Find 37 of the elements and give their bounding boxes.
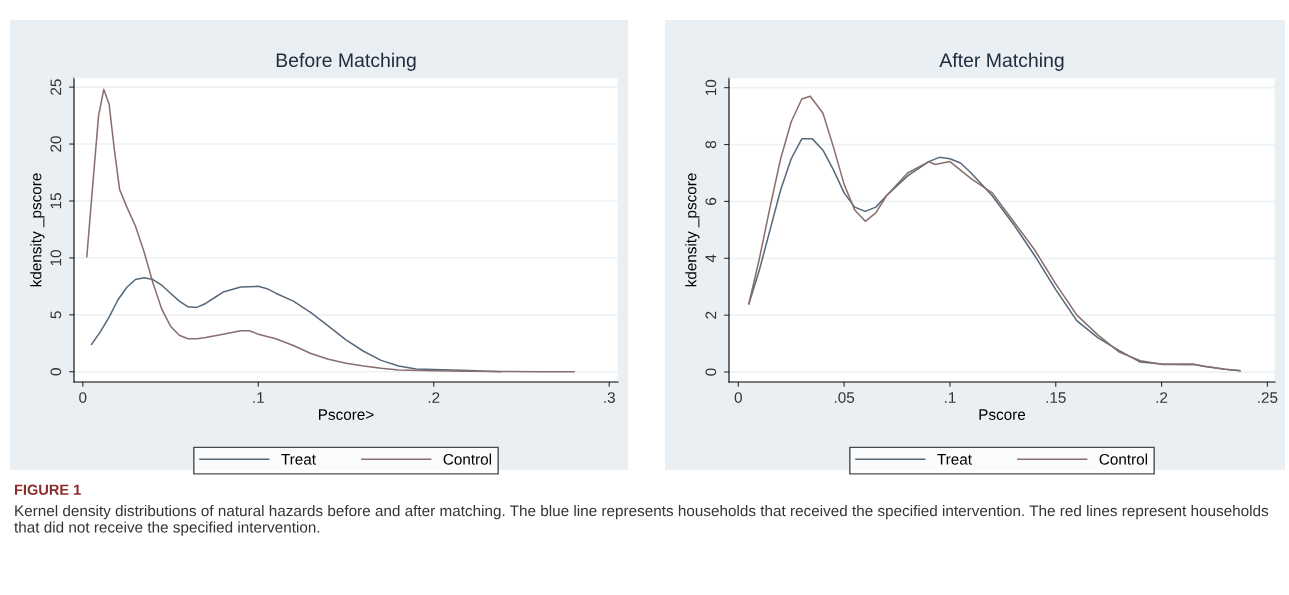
y-tick-label: 6 — [705, 197, 717, 205]
y-tick-label: 5 — [50, 311, 62, 319]
y-tick-label: 10 — [705, 79, 717, 95]
x-tick-label: .2 — [428, 392, 440, 403]
line-series — [90, 277, 502, 373]
x-tick-label: .3 — [604, 392, 615, 403]
chart-title: Before Matching — [276, 52, 416, 71]
legend-label: Treat — [281, 454, 316, 465]
caption: FIGURE 1 — [14, 484, 81, 495]
text: Kernel density distributions of natural hazards before and after matching. The blue line represents households that received the specified intervention. The red lines represent households that did not receive the specified intervention. — [14, 505, 1269, 536]
line-series — [748, 95, 1241, 372]
y-axis-title: kdensity _pscore — [30, 173, 45, 287]
x-tick-label: .1 — [253, 392, 264, 403]
x-tick-label: .15 — [1046, 392, 1066, 403]
line-series — [86, 88, 575, 373]
legend-label: Control — [443, 453, 492, 465]
legend-label: Treat — [937, 454, 972, 465]
y-tick-label: 8 — [705, 140, 717, 149]
y-tick-label: 0 — [705, 368, 717, 376]
x-axis-title: Pscore — [979, 409, 1026, 420]
chart-title: After Matching — [939, 52, 1064, 71]
x-tick-label: .05 — [834, 392, 855, 403]
x-tick-label: .2 — [1156, 392, 1168, 403]
y-tick-label: 2 — [705, 311, 717, 319]
x-axis-title: Pscore> — [319, 409, 374, 420]
x-tick-label: 0 — [734, 392, 742, 403]
y-tick-label: 4 — [705, 254, 717, 263]
legend-label: Control — [1099, 453, 1148, 465]
y-tick-label: 20 — [50, 136, 62, 152]
y-tick-label: 15 — [50, 193, 62, 209]
y-tick-label: 10 — [50, 250, 62, 266]
x-tick-label: 0 — [79, 392, 87, 403]
x-tick-label: .1 — [944, 392, 956, 403]
y-tick-label: 0 — [50, 368, 62, 376]
y-axis-title: kdensity _pscore — [685, 173, 700, 287]
y-tick-label: 25 — [50, 79, 62, 95]
x-tick-label: .25 — [1258, 392, 1278, 403]
